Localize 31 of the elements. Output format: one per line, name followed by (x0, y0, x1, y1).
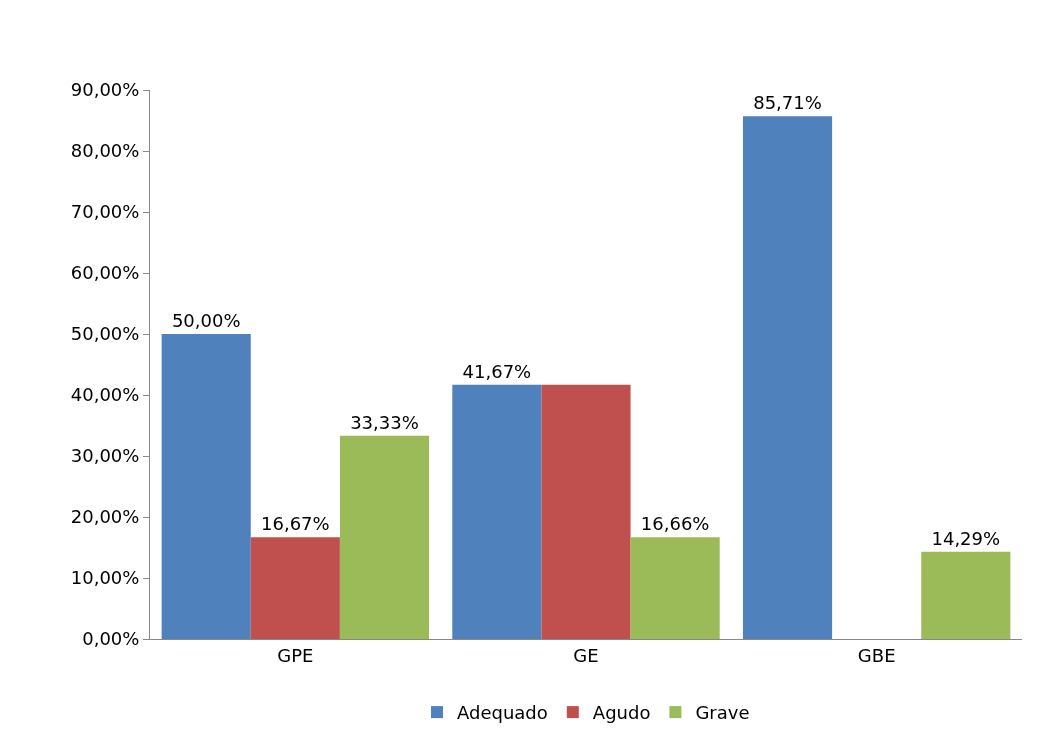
y-tick-label: 0,00% (82, 628, 140, 650)
data-label: 33,33% (350, 411, 419, 433)
bar (921, 551, 1011, 639)
x-tick-label: GE (573, 644, 599, 666)
legend-label: Grave (695, 702, 750, 724)
y-tick-label: 40,00% (70, 384, 140, 406)
y-tick-label: 80,00% (70, 140, 140, 162)
y-tick-label: 30,00% (70, 445, 140, 467)
legend-label: Agudo (592, 702, 651, 724)
y-tick-label: 90,00% (70, 79, 140, 101)
y-tick-label: 10,00% (70, 567, 140, 589)
bar (250, 537, 340, 639)
x-tick-label: GPE (277, 644, 314, 666)
bar (161, 334, 251, 639)
data-label: 85,71% (753, 92, 822, 114)
y-tick-label: 60,00% (70, 262, 140, 284)
y-tick-label: 70,00% (70, 201, 140, 223)
bar (452, 384, 542, 639)
bar (541, 384, 631, 639)
x-tick-label: GBE (857, 644, 896, 666)
data-label: 41,67% (462, 360, 532, 382)
data-label: 16,67% (261, 513, 330, 535)
y-tick-label: 50,00% (70, 323, 140, 345)
bar (339, 435, 430, 639)
data-label: 50,00% (171, 310, 241, 331)
bar (742, 116, 833, 639)
legend-label: Adequado (457, 702, 548, 724)
bar (630, 537, 720, 639)
data-label: 14,29% (931, 527, 1001, 549)
y-tick-label: 20,00% (70, 506, 140, 528)
data-label: 16,66% (640, 513, 710, 535)
